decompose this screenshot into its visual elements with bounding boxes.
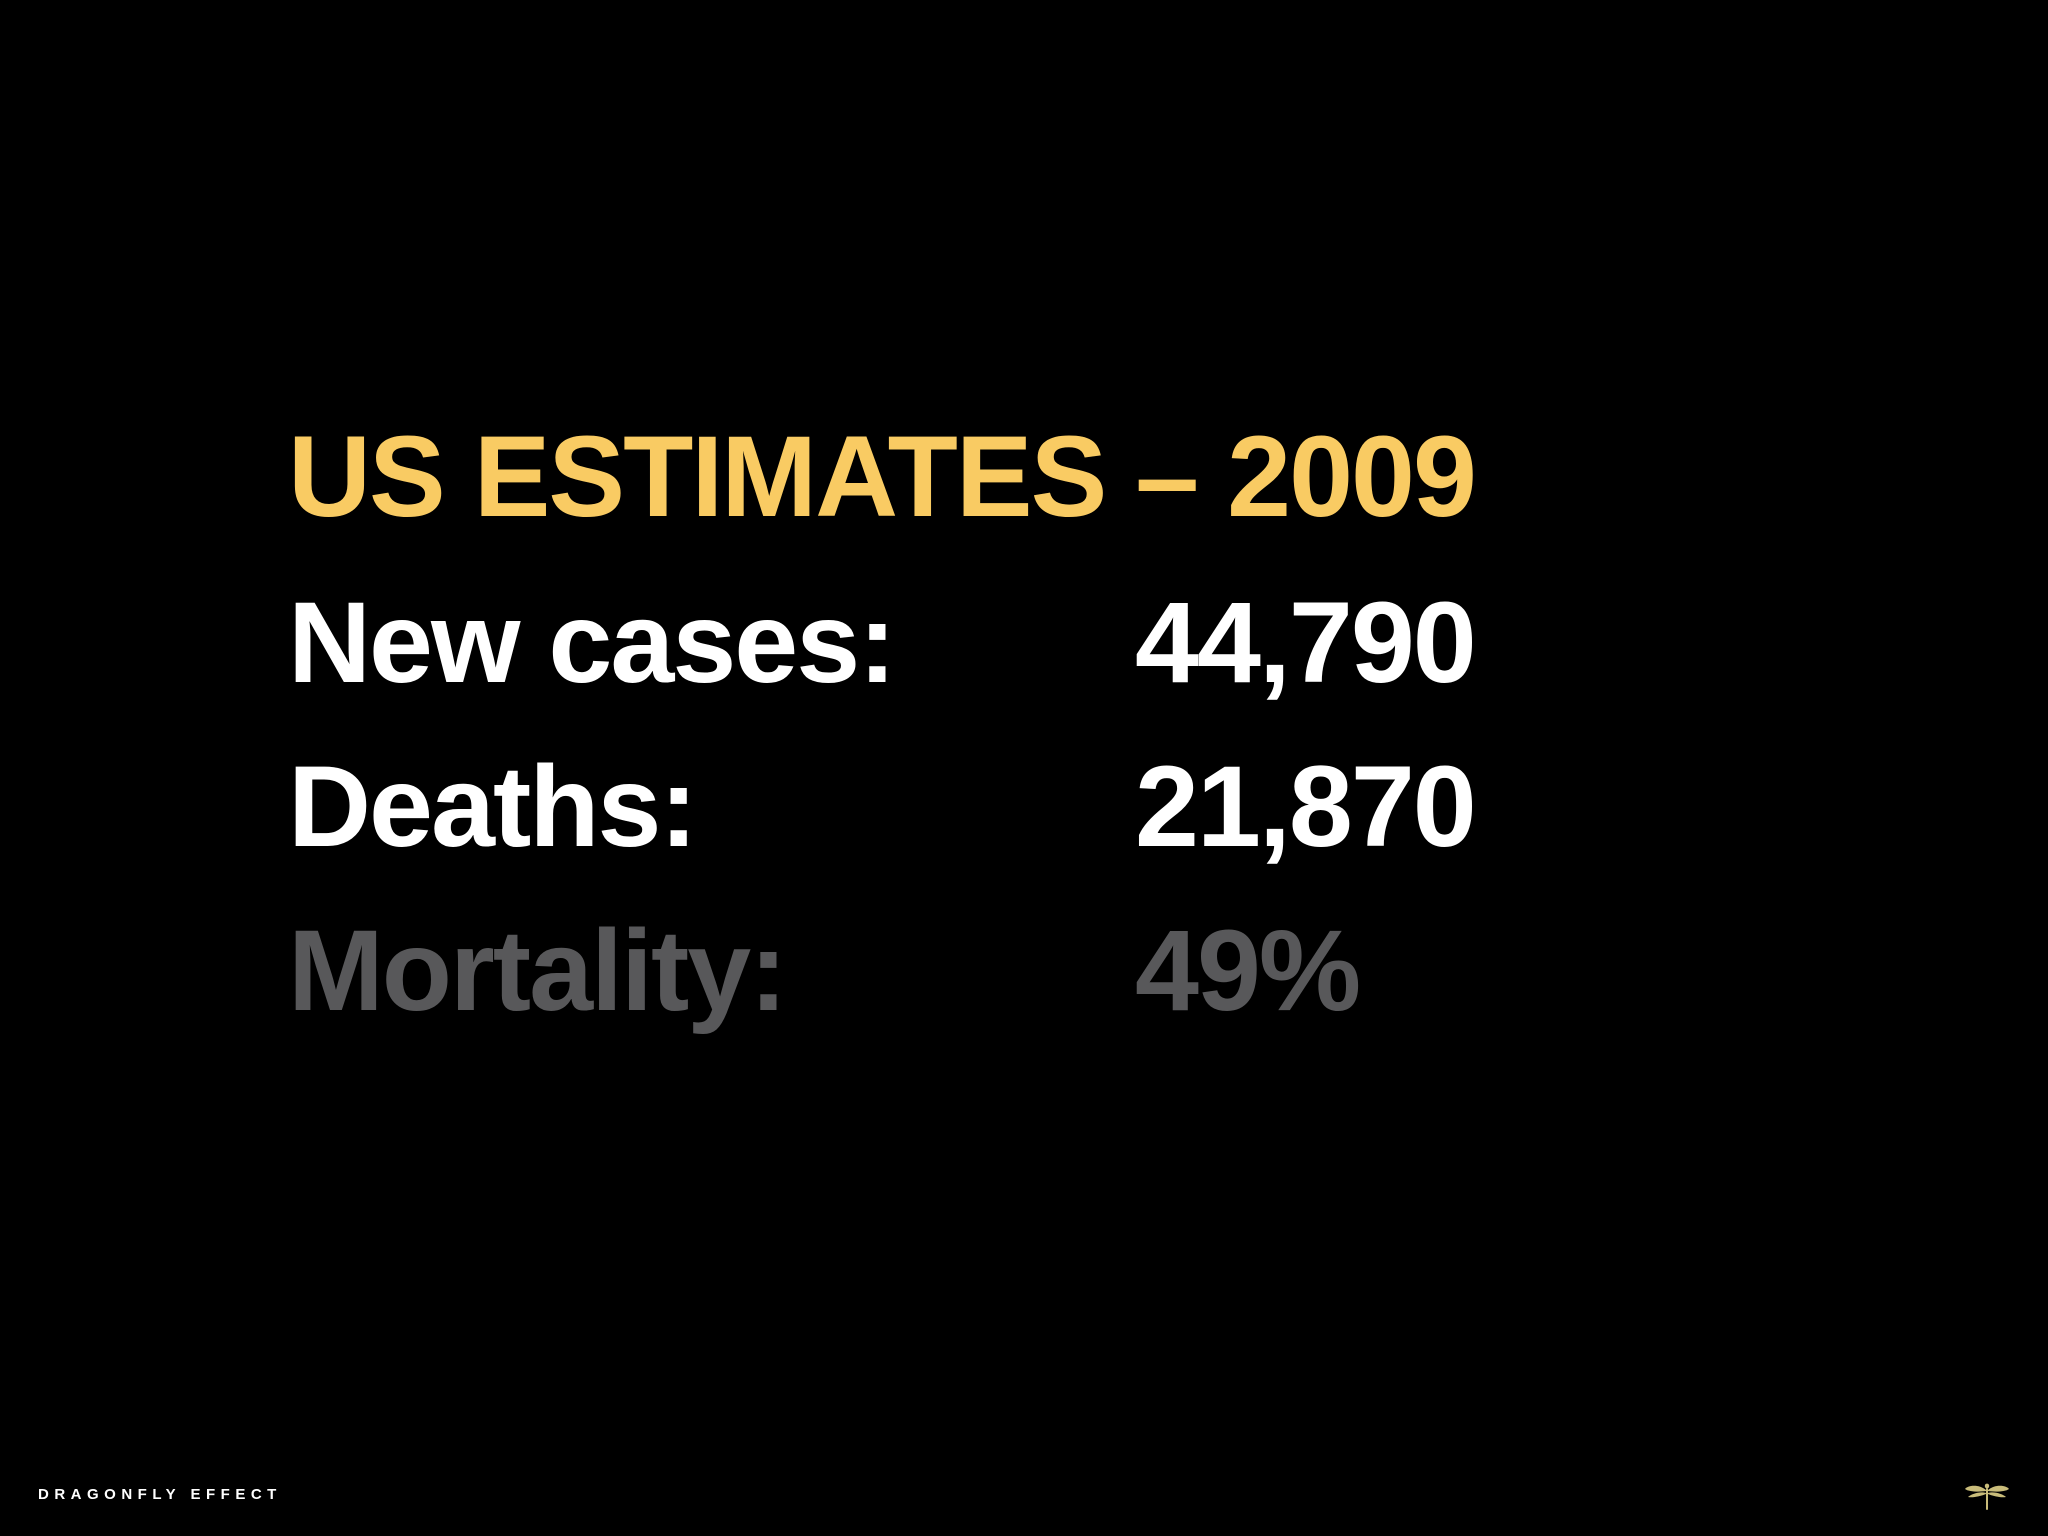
deaths-label: Deaths: <box>288 743 698 871</box>
footer-brand: DRAGONFLY EFFECT <box>38 1486 282 1503</box>
slide-title: US ESTIMATES – 2009 <box>288 413 1477 541</box>
deaths-value: 21,870 <box>1135 743 1477 871</box>
mortality-label: Mortality: <box>288 907 787 1035</box>
mortality-value: 49% <box>1135 907 1361 1035</box>
new-cases-value: 44,790 <box>1135 579 1477 707</box>
dragonfly-icon <box>1965 1483 2009 1510</box>
new-cases-label: New cases: <box>288 579 896 707</box>
